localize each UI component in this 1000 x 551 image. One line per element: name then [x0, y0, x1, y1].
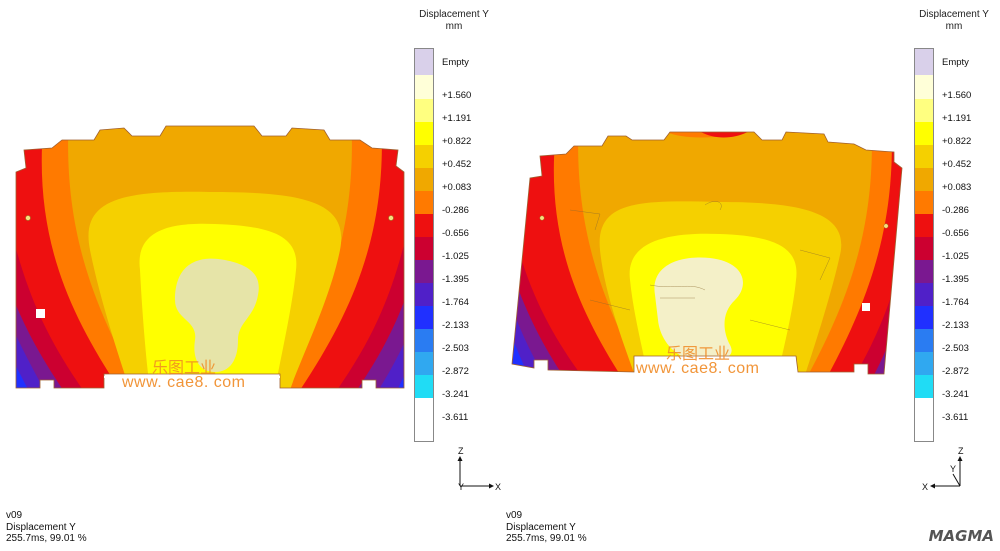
- scale-label: -0.286: [442, 205, 469, 216]
- scale-swatch: [415, 191, 433, 214]
- scale-label: +0.452: [442, 159, 472, 170]
- scale-swatch: [915, 237, 933, 260]
- magma-logo: MAGMA: [929, 527, 994, 545]
- scale-swatch: [415, 237, 433, 260]
- axis-x-label: X: [922, 482, 928, 492]
- scale-label: -1.764: [942, 297, 969, 308]
- scale-label-empty: Empty: [942, 57, 969, 68]
- color-scale: [414, 48, 434, 442]
- axis-x-label: X: [495, 482, 501, 492]
- right-result-viewport[interactable]: 乐图工业 www. cae8. com Displacement Y mm Em…: [500, 0, 1000, 551]
- legend-title: Displacement Y mm: [894, 9, 1000, 33]
- scale-label: -3.611: [942, 412, 969, 423]
- result-quantity: Displacement Y: [506, 521, 576, 533]
- scale-swatch: [415, 168, 433, 191]
- scale-swatch: [415, 260, 433, 283]
- scale-label: -3.241: [942, 389, 969, 400]
- scale-swatch: [915, 260, 933, 283]
- scale-label: +0.822: [942, 136, 972, 147]
- legend-unit: mm: [945, 21, 963, 32]
- scale-swatch: [915, 329, 933, 352]
- scale-swatch: [915, 145, 933, 168]
- scale-label: -1.025: [942, 251, 969, 262]
- casting-contour-plot-left[interactable]: [0, 0, 500, 551]
- scale-label: -1.764: [442, 297, 469, 308]
- scale-label: -0.656: [942, 228, 969, 239]
- scale-swatch: [915, 375, 933, 398]
- scale-swatch: [915, 191, 933, 214]
- scale-swatch: [915, 122, 933, 145]
- legend-quantity: Displacement Y: [919, 9, 989, 20]
- scale-label: -0.656: [442, 228, 469, 239]
- casting-contour-plot-right[interactable]: [500, 0, 1000, 551]
- scale-swatch: [415, 329, 433, 352]
- scale-swatch: [915, 352, 933, 375]
- scale-swatch: [415, 375, 433, 398]
- scale-swatch: [415, 352, 433, 375]
- time-step: 255.7ms, 99.01 %: [6, 533, 87, 544]
- result-info-left: v09 Displacement Y 255.7ms, 99.01 %: [6, 510, 87, 545]
- axis-z-label: Z: [458, 446, 464, 456]
- scale-label: -1.395: [942, 274, 969, 285]
- scale-label: +0.083: [442, 182, 472, 193]
- legend-title: Displacement Y mm: [394, 9, 514, 33]
- time-step: 255.7ms, 99.01 %: [506, 533, 587, 544]
- watermark-cn: 乐图工业: [152, 358, 217, 377]
- scale-label: -1.025: [442, 251, 469, 262]
- scale-swatch: [415, 283, 433, 306]
- scale-label-empty: Empty: [442, 57, 469, 68]
- model-name: v09: [6, 510, 23, 521]
- scale-swatch: [415, 214, 433, 237]
- scale-swatch: [915, 306, 933, 329]
- watermark-url: www. cae8. com: [122, 374, 246, 391]
- scale-label: +1.560: [942, 90, 972, 101]
- axis-y-label: Y: [950, 464, 956, 474]
- axis-triad-right: Z Y X: [922, 446, 964, 492]
- scale-label: -2.503: [442, 343, 469, 354]
- scale-label: +0.822: [442, 136, 472, 147]
- legend-quantity: Displacement Y: [419, 9, 489, 20]
- scale-label: -3.611: [442, 412, 469, 423]
- left-result-viewport[interactable]: 乐图工业 www. cae8. com Displacement Y mm Em…: [0, 0, 501, 551]
- watermark-cn: 乐图工业: [666, 344, 731, 363]
- scale-label: -2.133: [942, 320, 969, 331]
- scale-label: -2.872: [942, 366, 969, 377]
- axis-z-label: Z: [958, 446, 964, 456]
- scale-swatch: [415, 122, 433, 145]
- scale-swatch: [915, 214, 933, 237]
- color-scale: [914, 48, 934, 442]
- scale-label: +0.083: [942, 182, 972, 193]
- scale-label: +1.560: [442, 90, 472, 101]
- scale-swatch: [415, 306, 433, 329]
- scale-swatch: [915, 283, 933, 306]
- scale-swatch: [915, 99, 933, 122]
- scale-swatch: [415, 145, 433, 168]
- model-name: v09: [506, 510, 523, 521]
- scale-label: -3.241: [442, 389, 469, 400]
- scale-label: -2.872: [442, 366, 469, 377]
- scale-label: +1.191: [442, 113, 472, 124]
- scale-label: -0.286: [942, 205, 969, 216]
- scale-swatch: [915, 75, 933, 99]
- scale-label: +1.191: [942, 113, 972, 124]
- watermark-url: www. cae8. com: [636, 360, 760, 377]
- scale-swatch: [915, 168, 933, 191]
- axis-y-label: Y: [458, 482, 464, 492]
- scale-label: -2.503: [942, 343, 969, 354]
- magma-logo-text: MAGMA: [928, 527, 994, 545]
- scale-label: +0.452: [942, 159, 972, 170]
- scale-empty-swatch: [415, 49, 433, 75]
- scale-label: -2.133: [442, 320, 469, 331]
- scale-swatch: [415, 75, 433, 99]
- result-quantity: Displacement Y: [6, 521, 76, 533]
- result-info-right: v09 Displacement Y 255.7ms, 99.01 %: [506, 510, 587, 545]
- legend-unit: mm: [445, 21, 463, 32]
- scale-label: -1.395: [442, 274, 469, 285]
- scale-swatch: [415, 99, 433, 122]
- axis-triad-left: Z Y X: [457, 446, 501, 492]
- scale-empty-swatch: [915, 49, 933, 75]
